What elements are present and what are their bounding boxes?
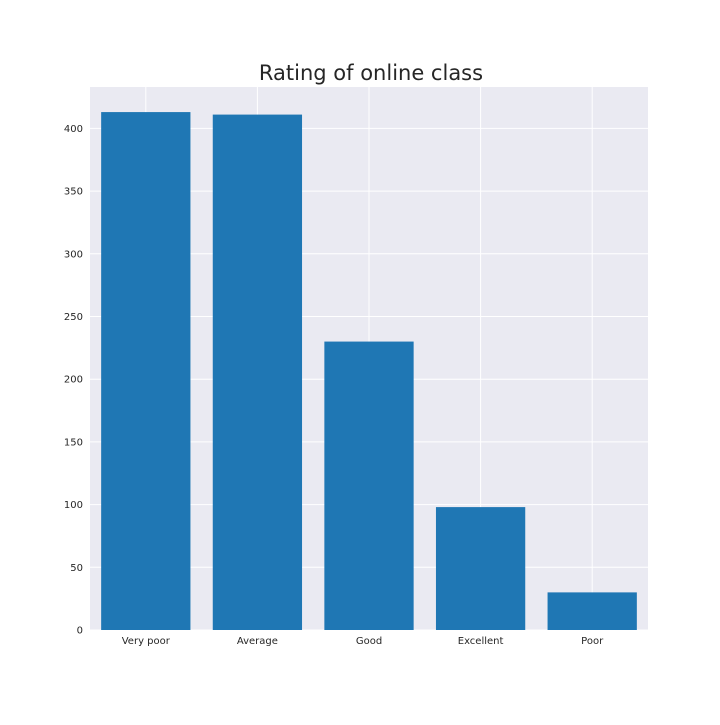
bar-very-poor — [101, 112, 191, 631]
y-tick-label: 100 — [64, 500, 83, 511]
y-tick-label: 250 — [64, 312, 83, 323]
bar-excellent — [435, 507, 526, 630]
x-tick-label: Very poor — [122, 636, 171, 647]
y-tick-label: 50 — [70, 563, 83, 574]
x-tick-label: Excellent — [458, 636, 504, 647]
bars — [101, 112, 637, 631]
chart-title: Rating of online class — [259, 61, 483, 85]
x-tick-labels: Very poor Average Good Excellent Poor — [122, 636, 604, 647]
y-tick-label: 200 — [64, 375, 83, 386]
y-tick-labels: 0 50 100 150 200 250 300 350 400 — [64, 124, 83, 637]
x-tick-label: Average — [237, 636, 278, 647]
x-tick-label: Poor — [581, 636, 604, 647]
bar-good — [324, 341, 414, 630]
y-tick-label: 400 — [64, 124, 83, 135]
bar-average — [212, 114, 303, 630]
y-tick-label: 0 — [77, 626, 83, 637]
y-tick-label: 150 — [64, 437, 83, 448]
y-tick-label: 300 — [64, 249, 83, 260]
x-tick-label: Good — [356, 636, 382, 647]
bar-poor — [547, 592, 637, 630]
y-tick-label: 350 — [64, 187, 83, 198]
